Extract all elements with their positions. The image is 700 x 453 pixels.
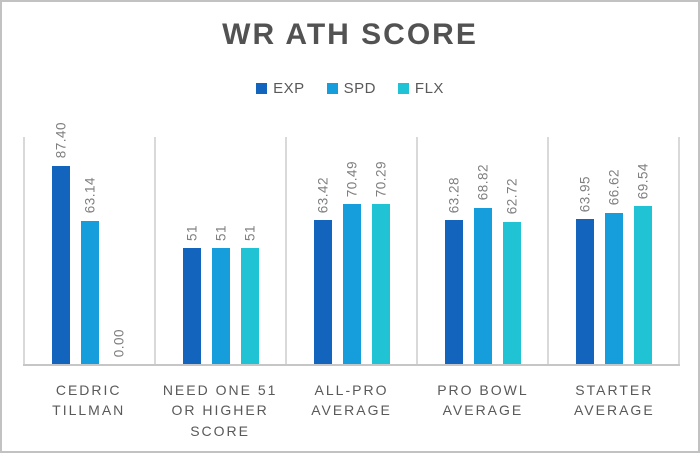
bar-flx-2 <box>371 204 390 364</box>
bar-flx-1 <box>240 248 259 364</box>
bar-cell-spd-1: 51 <box>211 137 230 364</box>
value-label-spd-3: 68.82 <box>475 164 490 201</box>
value-label-spd-4: 66.62 <box>606 169 621 206</box>
bar-cell-flx-2: 70.29 <box>371 137 390 364</box>
bar-exp-2 <box>313 220 332 364</box>
bar-cell-exp-4: 63.95 <box>575 137 594 364</box>
legend-item-spd: SPD <box>326 80 376 97</box>
bar-spd-1 <box>211 248 230 364</box>
value-label-spd-2: 70.49 <box>344 160 359 197</box>
category-panel-0: 87.40 63.14 0.00 <box>23 122 154 364</box>
legend-label-exp: EXP <box>273 80 305 97</box>
bar-exp-0 <box>51 165 70 364</box>
value-label-spd-0: 63.14 <box>82 177 97 214</box>
bar-flx-3 <box>502 221 521 364</box>
legend-label-flx: FLX <box>414 80 444 97</box>
category-panel-1: 51 51 51 <box>154 137 285 364</box>
bar-cell-flx-0: 0.00 <box>110 137 128 364</box>
category-panel-3: 63.28 68.82 62.72 <box>416 137 547 364</box>
bar-flx-4 <box>633 206 652 364</box>
category-panel-4: 63.95 66.62 69.54 <box>547 137 680 364</box>
category-label-0: CEDRIC TILLMAN <box>52 382 126 419</box>
bar-cell-exp-1: 51 <box>182 137 201 364</box>
value-label-exp-3: 63.28 <box>446 177 461 214</box>
value-label-flx-0: 0.00 <box>111 328 126 357</box>
legend-item-exp: EXP <box>256 80 305 97</box>
legend-swatch-flx <box>397 83 409 94</box>
legend-label-spd: SPD <box>343 80 376 97</box>
bar-cell-spd-2: 70.49 <box>342 137 361 364</box>
plot-area: 87.40 63.14 0.00 51 51 51 63.42 70.49 70.29 63.28… <box>23 122 680 366</box>
value-label-exp-2: 63.42 <box>315 176 330 214</box>
bar-cell-spd-0: 63.14 <box>80 137 99 364</box>
bar-cell-exp-0: 87.40 <box>51 122 70 364</box>
bar-cell-spd-3: 68.82 <box>473 137 492 364</box>
bar-cell-flx-3: 62.72 <box>502 137 521 364</box>
value-label-flx-1: 51 <box>242 225 257 242</box>
category-label-1: NEED ONE 51 OR HIGHER SCORE <box>162 382 278 439</box>
legend-item-flx: FLX <box>397 80 444 97</box>
legend-swatch-exp <box>256 83 268 94</box>
category-label-2: ALL-PRO AVERAGE <box>311 382 392 419</box>
value-label-flx-3: 62.72 <box>504 178 519 215</box>
bar-cell-spd-4: 66.62 <box>604 137 623 364</box>
category-label-3: PRO BOWL AVERAGE <box>437 382 529 419</box>
bar-spd-4 <box>604 212 623 364</box>
bar-cell-exp-3: 63.28 <box>444 137 463 364</box>
bar-spd-2 <box>342 204 361 364</box>
bar-spd-0 <box>80 220 99 364</box>
bar-cell-exp-2: 63.42 <box>313 137 332 364</box>
legend-swatch-spd <box>326 83 338 94</box>
value-label-spd-1: 51 <box>213 225 228 242</box>
category-panel-2: 63.42 70.49 70.29 <box>285 137 416 364</box>
bar-cell-flx-1: 51 <box>240 137 259 364</box>
category-axis: CEDRIC TILLMAN NEED ONE 51 OR HIGHER SCOR… <box>23 380 680 441</box>
category-label-4: STARTER AVERAGE <box>574 382 655 419</box>
value-label-exp-4: 63.95 <box>577 175 592 212</box>
value-label-flx-4: 69.54 <box>635 162 650 200</box>
bar-exp-4 <box>575 218 594 364</box>
bar-exp-3 <box>444 220 463 364</box>
value-label-exp-1: 51 <box>184 225 199 242</box>
value-label-exp-0: 87.40 <box>53 122 68 159</box>
legend: EXP SPD FLX <box>2 80 698 97</box>
bar-cell-flx-4: 69.54 <box>633 137 652 364</box>
value-label-flx-2: 70.29 <box>373 161 388 198</box>
bar-spd-3 <box>473 207 492 364</box>
chart-title: WR ATH SCORE <box>222 18 478 51</box>
bar-exp-1 <box>182 248 201 364</box>
